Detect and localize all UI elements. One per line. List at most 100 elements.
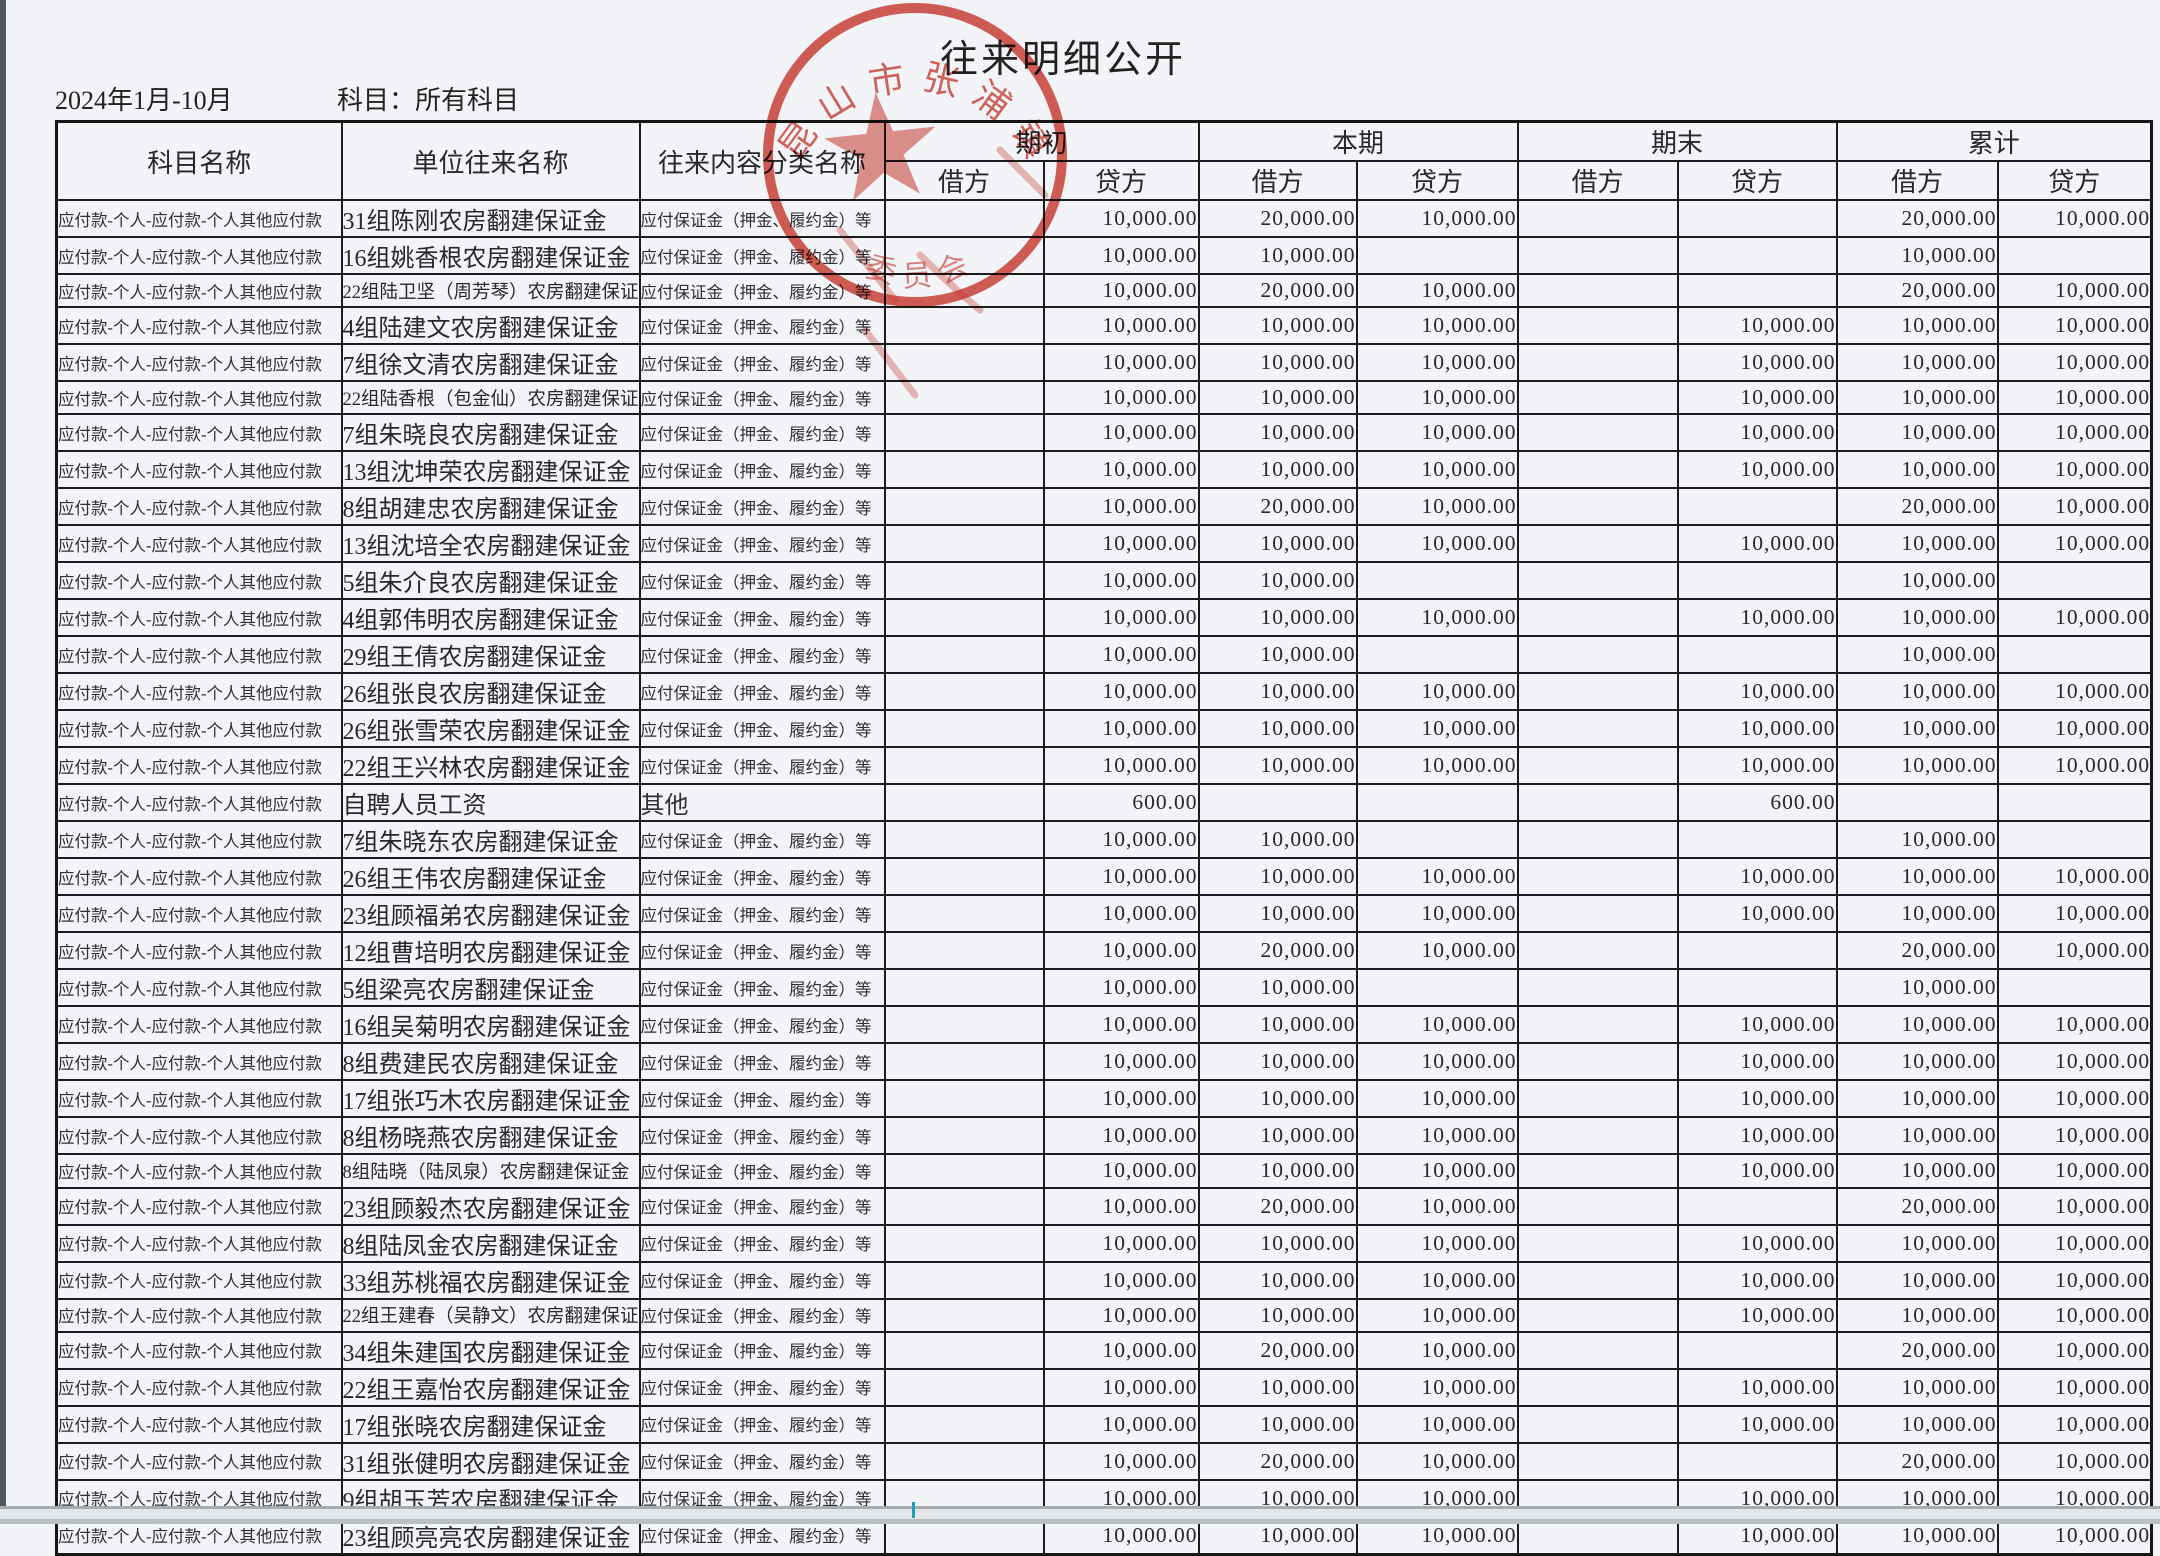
cell-closing-credit: 10,000.00 bbox=[1676, 746, 1838, 786]
cell-closing-credit: 10,000.00 bbox=[1676, 894, 1838, 934]
cell-current-credit: 10,000.00 bbox=[1355, 1079, 1519, 1119]
cell-subject: 应付款-个人-应付款-个人其他应付款 bbox=[55, 968, 343, 1008]
cell-opening-credit: 10,000.00 bbox=[1042, 306, 1200, 346]
table-row: 应付款-个人-应付款-个人其他应付款 12组曹培明农房翻建保证金 应付保证金（押金、… bbox=[55, 931, 2153, 971]
cell-cumulative-credit bbox=[1996, 783, 2153, 823]
cell-opening-debit bbox=[883, 524, 1045, 564]
cell-cumulative-debit: 20,000.00 bbox=[1835, 1186, 1999, 1226]
cell-cumulative-debit: 10,000.00 bbox=[1835, 1297, 1999, 1333]
cell-unit-name: 8组陆凤金农房翻建保证金 bbox=[340, 1223, 641, 1263]
cell-category: 应付保证金（押金、履约金）等 bbox=[638, 598, 886, 638]
cell-cumulative-credit: 10,000.00 bbox=[1996, 857, 2153, 897]
cell-closing-debit bbox=[1516, 487, 1679, 527]
cell-cumulative-debit: 10,000.00 bbox=[1835, 1153, 1999, 1189]
cell-unit-name: 7组朱晓良农房翻建保证金 bbox=[340, 413, 641, 453]
cell-closing-credit: 10,000.00 bbox=[1676, 857, 1838, 897]
cell-opening-credit: 10,000.00 bbox=[1042, 931, 1200, 971]
cell-closing-debit bbox=[1516, 199, 1679, 238]
table-row: 应付款-个人-应付款-个人其他应付款 5组梁亮农房翻建保证金 应付保证金（押金、履约… bbox=[55, 968, 2153, 1008]
cell-closing-debit bbox=[1516, 1367, 1679, 1407]
cell-closing-credit bbox=[1676, 968, 1838, 1008]
cell-current-credit: 10,000.00 bbox=[1355, 672, 1519, 712]
cell-current-credit: 10,000.00 bbox=[1355, 1404, 1519, 1444]
cell-opening-debit bbox=[883, 857, 1045, 897]
col-header-current-debit: 借方 bbox=[1197, 160, 1358, 201]
cell-unit-name: 16组吴菊明农房翻建保证金 bbox=[340, 1005, 641, 1045]
table-row: 应付款-个人-应付款-个人其他应付款 29组王倩农房翻建保证金 应付保证金（押金、履… bbox=[55, 635, 2153, 675]
table-row: 应付款-个人-应付款-个人其他应付款 8组陆晓（陆凤泉）农房翻建保证金 应付保证金（… bbox=[55, 1153, 2153, 1189]
table-row: 应付款-个人-应付款-个人其他应付款 7组朱晓东农房翻建保证金 应付保证金（押金、履… bbox=[55, 820, 2153, 860]
cell-subject: 应付款-个人-应付款-个人其他应付款 bbox=[55, 450, 343, 490]
cell-closing-credit bbox=[1676, 487, 1838, 527]
cell-subject: 应付款-个人-应付款-个人其他应付款 bbox=[55, 236, 343, 275]
cell-opening-debit bbox=[883, 561, 1045, 601]
cell-subject: 应付款-个人-应付款-个人其他应付款 bbox=[55, 1404, 343, 1444]
table-row: 应付款-个人-应付款-个人其他应付款 33组苏桃福农房翻建保证金 应付保证金（押金、… bbox=[55, 1260, 2153, 1300]
cell-current-credit bbox=[1355, 236, 1519, 275]
cell-opening-debit bbox=[883, 1153, 1045, 1189]
cell-current-credit: 10,000.00 bbox=[1355, 1153, 1519, 1189]
cell-closing-credit: 10,000.00 bbox=[1676, 672, 1838, 712]
table-row: 应付款-个人-应付款-个人其他应付款 23组顾福弟农房翻建保证金 应付保证金（押金、… bbox=[55, 894, 2153, 934]
ledger-table: 科目名称 单位往来名称 往来内容分类名称 期初 本期 期末 累计 借方 贷方 借方贷… bbox=[55, 120, 2154, 1556]
cell-opening-debit bbox=[883, 1297, 1045, 1333]
cell-opening-credit: 10,000.00 bbox=[1042, 1367, 1200, 1407]
cell-cumulative-credit: 10,000.00 bbox=[1996, 709, 2153, 749]
cell-opening-debit bbox=[883, 199, 1045, 238]
cell-opening-debit bbox=[883, 272, 1045, 309]
table-row: 应付款-个人-应付款-个人其他应付款 22组王嘉怡农房翻建保证金 应付保证金（押金、… bbox=[55, 1367, 2153, 1407]
cell-closing-credit bbox=[1676, 931, 1838, 971]
cell-opening-credit: 10,000.00 bbox=[1042, 672, 1200, 712]
cell-subject: 应付款-个人-应付款-个人其他应付款 bbox=[55, 894, 343, 934]
cell-current-debit: 10,000.00 bbox=[1197, 561, 1358, 601]
table-row: 应付款-个人-应付款-个人其他应付款 26组张良农房翻建保证金 应付保证金（押金、履… bbox=[55, 672, 2153, 712]
cell-cumulative-debit: 10,000.00 bbox=[1835, 635, 1999, 675]
cell-closing-credit: 10,000.00 bbox=[1676, 709, 1838, 749]
cell-cumulative-credit bbox=[1996, 820, 2153, 860]
scanner-teal-mark bbox=[912, 1502, 915, 1518]
cell-unit-name: 4组陆建文农房翻建保证金 bbox=[340, 306, 641, 346]
cell-current-debit: 10,000.00 bbox=[1197, 635, 1358, 675]
col-group-current: 本期 bbox=[1197, 120, 1519, 162]
cell-cumulative-credit: 10,000.00 bbox=[1996, 1186, 2153, 1226]
cell-current-credit: 10,000.00 bbox=[1355, 487, 1519, 527]
cell-opening-debit bbox=[883, 931, 1045, 971]
cell-current-debit: 10,000.00 bbox=[1197, 1260, 1358, 1300]
cell-closing-credit: 10,000.00 bbox=[1676, 1223, 1838, 1263]
cell-closing-debit bbox=[1516, 1441, 1679, 1481]
cell-current-debit: 10,000.00 bbox=[1197, 1367, 1358, 1407]
cell-subject: 应付款-个人-应付款-个人其他应付款 bbox=[55, 857, 343, 897]
col-header-closing-credit: 贷方 bbox=[1676, 160, 1838, 201]
cell-unit-name: 16组姚香根农房翻建保证金 bbox=[340, 236, 641, 275]
cell-closing-debit bbox=[1516, 1042, 1679, 1082]
cell-current-debit: 10,000.00 bbox=[1197, 1042, 1358, 1082]
cell-closing-credit: 10,000.00 bbox=[1676, 1042, 1838, 1082]
cell-cumulative-debit: 10,000.00 bbox=[1835, 306, 1999, 346]
cell-closing-debit bbox=[1516, 1079, 1679, 1119]
col-header-unit: 单位往来名称 bbox=[340, 120, 641, 201]
cell-opening-credit: 10,000.00 bbox=[1042, 1153, 1200, 1189]
cell-opening-debit bbox=[883, 894, 1045, 934]
cell-subject: 应付款-个人-应付款-个人其他应付款 bbox=[55, 672, 343, 712]
cell-unit-name: 29组王倩农房翻建保证金 bbox=[340, 635, 641, 675]
page-title: 往来明细公开 bbox=[940, 39, 1187, 81]
cell-cumulative-credit: 10,000.00 bbox=[1996, 524, 2153, 564]
cell-opening-credit: 10,000.00 bbox=[1042, 894, 1200, 934]
cell-opening-credit: 10,000.00 bbox=[1042, 598, 1200, 638]
table-row: 应付款-个人-应付款-个人其他应付款 4组郭伟明农房翻建保证金 应付保证金（押金、履… bbox=[55, 598, 2153, 638]
cell-opening-debit bbox=[883, 1079, 1045, 1119]
cell-closing-credit: 10,000.00 bbox=[1676, 1079, 1838, 1119]
cell-opening-credit: 10,000.00 bbox=[1042, 1116, 1200, 1156]
cell-cumulative-credit: 10,000.00 bbox=[1996, 894, 2153, 934]
cell-current-debit: 20,000.00 bbox=[1197, 487, 1358, 527]
cell-unit-name: 33组苏桃福农房翻建保证金 bbox=[340, 1260, 641, 1300]
cell-subject: 应付款-个人-应付款-个人其他应付款 bbox=[55, 413, 343, 453]
cell-closing-debit bbox=[1516, 746, 1679, 786]
cell-cumulative-debit: 10,000.00 bbox=[1835, 236, 1999, 275]
cell-cumulative-credit: 10,000.00 bbox=[1996, 1330, 2153, 1370]
cell-closing-credit: 10,000.00 bbox=[1676, 598, 1838, 638]
cell-category: 应付保证金（押金、履约金）等 bbox=[638, 1042, 886, 1082]
cell-category: 应付保证金（押金、履约金）等 bbox=[638, 199, 886, 238]
cell-unit-name: 5组朱介良农房翻建保证金 bbox=[340, 561, 641, 601]
cell-current-debit bbox=[1197, 783, 1358, 823]
